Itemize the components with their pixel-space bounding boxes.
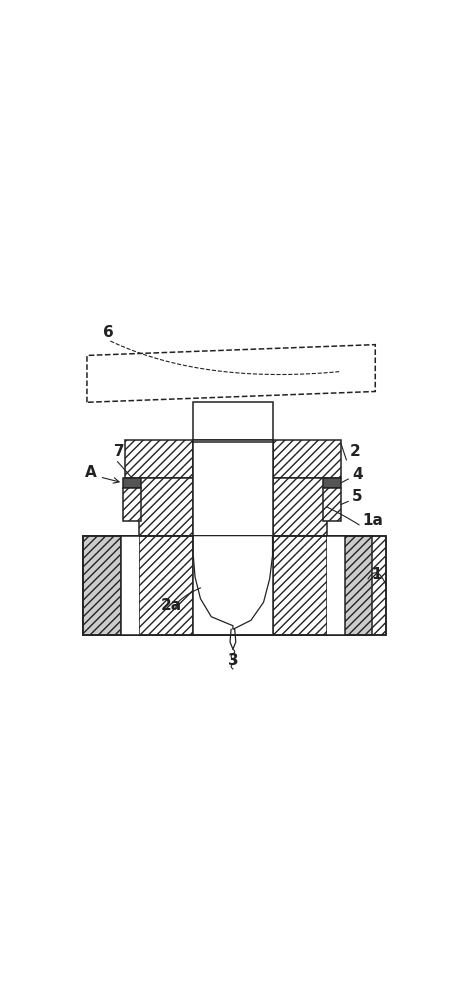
Bar: [193, 440, 272, 478]
Bar: [323, 478, 341, 488]
Bar: [193, 402, 272, 440]
Polygon shape: [87, 345, 375, 402]
Bar: [272, 478, 326, 536]
Text: A: A: [85, 465, 97, 480]
Text: 5: 5: [352, 489, 362, 504]
Bar: [193, 536, 272, 635]
Bar: [83, 536, 386, 635]
Bar: [83, 536, 121, 635]
Bar: [326, 536, 345, 635]
Text: 3: 3: [227, 653, 238, 668]
Text: 6: 6: [103, 325, 114, 340]
Text: 4: 4: [352, 467, 362, 482]
Bar: [139, 536, 193, 635]
Bar: [323, 488, 341, 521]
Text: 1: 1: [372, 567, 382, 582]
Bar: [272, 536, 326, 635]
Text: 2a: 2a: [161, 598, 182, 613]
Text: 2: 2: [350, 444, 361, 459]
Bar: [121, 536, 345, 635]
Bar: [121, 536, 139, 635]
Text: 1a: 1a: [363, 513, 384, 528]
Bar: [139, 478, 193, 536]
Bar: [83, 536, 386, 635]
Text: 7: 7: [114, 444, 125, 459]
Polygon shape: [193, 536, 272, 629]
Bar: [272, 440, 341, 478]
Bar: [125, 440, 193, 478]
Bar: [123, 478, 141, 488]
Bar: [341, 536, 372, 635]
Bar: [123, 488, 141, 521]
Bar: [121, 536, 345, 635]
Bar: [193, 442, 272, 536]
Bar: [139, 536, 193, 635]
